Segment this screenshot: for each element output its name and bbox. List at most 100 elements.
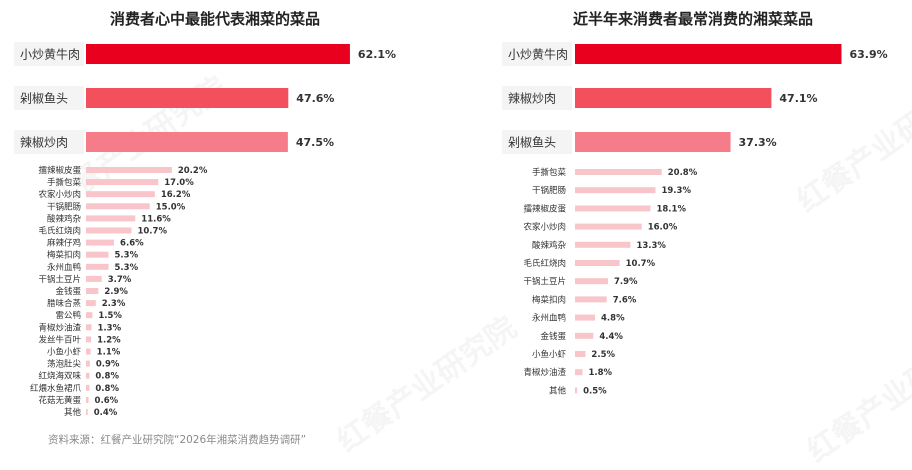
value-label: 47.5% [296,136,334,149]
category-label: 金钱蛋 [55,286,81,297]
value-label: 0.5% [583,386,607,396]
category-label: 剁椒鱼头 [20,92,68,106]
value-label: 1.2% [97,335,121,345]
bar [86,215,136,222]
value-label: 4.4% [599,332,623,342]
category-label: 酸辣鸡杂 [532,240,567,251]
value-label: 3.7% [108,275,132,285]
category-label: 青椒炒油渣 [523,367,566,378]
category-label: 农家小炒肉 [523,222,566,233]
bar [86,132,288,152]
value-label: 47.6% [296,92,334,105]
bar [575,132,731,152]
value-label: 1.1% [97,348,121,358]
source-note: 资料来源：红餐产业研究院“2026年湘菜消费趋势调研” [48,434,307,446]
category-label-box [502,130,572,154]
category-label: 干锅土豆片 [38,274,81,285]
bar [86,179,159,186]
value-label: 2.5% [591,350,615,360]
category-label: 腊味合蒸 [47,298,82,309]
value-label: 0.4% [94,408,118,418]
bar [86,88,289,108]
bar [86,300,96,307]
bar [86,203,150,210]
chart-left-title: 消费者心中最能代表湘菜的菜品 [110,10,320,28]
category-label: 青椒炒油渣 [38,322,81,333]
category-label: 雷公鸭 [55,310,81,321]
bar [86,227,132,234]
bar [86,372,90,379]
bar [575,369,583,376]
category-label: 剁椒鱼头 [508,136,556,150]
category-label: 荡泡肚尖 [47,359,82,370]
category-label: 小鱼小虾 [47,347,82,358]
bar [86,263,109,270]
bar [86,384,90,391]
bar [86,396,89,403]
category-label: 红煨水鱼裙爪 [30,383,82,394]
category-label: 梅菜扣肉 [532,294,566,305]
category-label: 永州血鸭 [532,313,566,324]
category-label: 小炒黄牛肉 [20,47,80,62]
value-label: 4.8% [601,314,625,324]
chart-left: 小炒黄牛肉 62.1% 剁椒鱼头 47.6% 辣椒炒肉 47.5% 擂辣椒皮蛋 20.2% 手撕… [14,42,396,418]
category-label: 干锅肥肠 [47,201,81,212]
chart-right-title: 近半年来消费者最常消费的湘菜菜品 [573,10,813,28]
bar [575,260,620,266]
value-label: 7.6% [613,295,637,305]
category-label: 干锅土豆片 [523,276,566,287]
value-label: 16.0% [648,223,678,233]
value-label: 47.1% [779,92,817,105]
category-label: 发丝牛百叶 [38,334,81,345]
bar [575,169,662,175]
value-label: 5.3% [115,251,139,261]
category-label: 擂辣椒皮蛋 [38,165,81,176]
value-label: 11.6% [141,214,171,224]
bar [575,332,594,339]
category-label-box [502,86,572,110]
bar [86,191,155,198]
category-label: 小鱼小虾 [532,349,567,360]
value-label: 0.8% [95,372,119,382]
category-label: 梅菜扣肉 [47,250,81,261]
bar [575,205,651,212]
value-label: 1.5% [98,311,122,321]
category-label: 毛氏红烧肉 [38,226,81,237]
value-label: 17.0% [164,178,194,188]
category-label-box [14,86,84,110]
category-label-box [14,130,84,154]
value-label: 20.2% [178,166,208,176]
bar [575,241,631,248]
value-label: 1.3% [98,323,122,333]
bar [86,312,93,319]
value-label: 20.8% [668,168,698,178]
bar [575,278,608,285]
category-label: 花菇无黄蛋 [38,395,81,406]
category-label: 金钱蛋 [540,331,566,342]
value-label: 0.9% [96,360,120,370]
bar [86,288,99,294]
bar [575,44,842,64]
category-label: 干锅肥肠 [532,185,566,196]
bar [86,239,115,246]
category-label: 手撕包菜 [47,177,82,188]
value-label: 37.3% [739,136,777,149]
category-label: 永州血鸭 [47,262,81,273]
bar [86,348,91,355]
bar [86,324,92,331]
bar [575,387,578,394]
bar [86,167,172,173]
category-label: 红烧海双味 [38,371,81,382]
bar [575,88,772,108]
bar [575,296,607,303]
value-label: 15.0% [156,202,186,212]
category-label: 酸辣鸡杂 [47,213,82,224]
value-label: 0.6% [95,396,119,406]
value-label: 5.3% [115,263,139,273]
bar [86,360,90,367]
category-label: 麻辣仔鸡 [47,238,81,249]
bar [575,351,586,357]
category-label: 其他 [549,385,567,396]
value-label: 19.3% [661,186,691,196]
category-label-box [502,42,572,66]
